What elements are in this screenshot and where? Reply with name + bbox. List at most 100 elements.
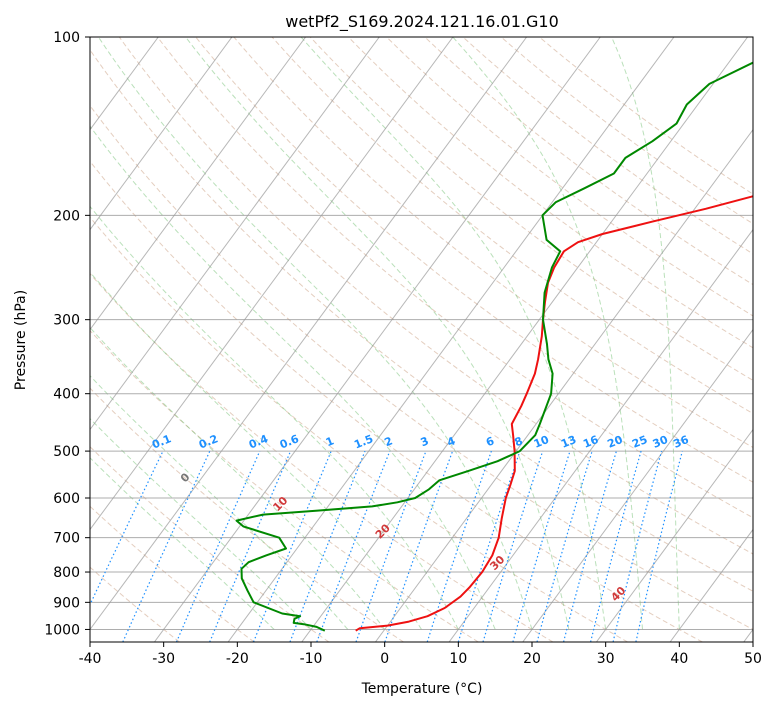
y-axis-label: Pressure (hPa) — [13, 290, 29, 390]
dry-adiabat-line — [90, 104, 753, 631]
x-tick-label: -20 — [226, 651, 249, 667]
dry-adiabat-line — [195, 37, 753, 483]
mixing-ratio-line — [482, 450, 544, 642]
isotherm-line — [522, 328, 753, 642]
dry-adiabat-line — [309, 37, 753, 381]
isotherm-line — [596, 428, 753, 642]
mixing-ratio-label: 0.2 — [197, 432, 220, 451]
dry-adiabat-line — [90, 272, 554, 642]
mixing-ratio-label: 0.1 — [150, 432, 173, 451]
dry-adiabat-line — [424, 37, 753, 286]
moist-adiabat-line — [90, 326, 386, 630]
dry-adiabat-line — [157, 37, 753, 519]
moist-adiabat-line — [611, 37, 680, 630]
mixing-ratio-line — [457, 450, 521, 642]
mixing-ratio-label: 30 — [651, 433, 670, 451]
x-tick-label: -10 — [300, 651, 323, 667]
profile-line — [235, 61, 753, 632]
y-tick-label: 500 — [53, 444, 80, 460]
dry-adiabat-line — [271, 37, 753, 415]
mixing-ratio-label: 1 — [324, 434, 336, 449]
mixing-ratio-label: 36 — [671, 433, 690, 451]
line-labels: 0.10.20.40.611.52346810131620253036-100-… — [0, 392, 691, 605]
y-tick-label: 400 — [53, 387, 80, 403]
x-tick-label: 40 — [670, 651, 688, 667]
mixing-ratio-line — [635, 450, 683, 642]
mixing-ratio-line — [426, 450, 492, 642]
moist-adiabat-line — [90, 271, 422, 630]
isotherm-line — [90, 37, 307, 331]
y-tick-label: 700 — [53, 531, 80, 547]
mixing-ratio-label: 4 — [445, 434, 457, 449]
profiles — [235, 61, 753, 632]
mixing-ratio-label: 10 — [532, 433, 551, 451]
dry-adiabat-line — [90, 505, 255, 642]
x-tick-label: 10 — [449, 651, 467, 667]
dry-adiabat-line — [90, 216, 628, 642]
mixing-ratio-line — [209, 450, 292, 642]
mixing-ratio-line — [612, 450, 663, 642]
mixing-ratio-label: 25 — [630, 433, 649, 451]
y-tick-label: 600 — [53, 491, 80, 507]
adiabat-label: 10 — [270, 494, 290, 514]
moist-adiabat-line — [90, 417, 312, 630]
mixing-ratio-label: 2 — [382, 434, 394, 449]
background-lines — [0, 37, 753, 642]
moist-adiabat-line — [300, 37, 607, 630]
y-axis: 100 200 300 400 500 600 700 800 900 1000 — [44, 30, 90, 638]
mixing-ratio-label: 1.5 — [352, 432, 375, 451]
dry-adiabat-line — [538, 37, 753, 195]
mixing-ratio-line — [90, 450, 164, 606]
adiabat-label: -20 — [0, 392, 2, 415]
isotherm-line — [448, 228, 753, 642]
dry-adiabat-line — [386, 37, 753, 317]
y-tick-label: 800 — [53, 565, 80, 581]
dry-adiabat-line — [233, 37, 753, 449]
mixing-ratio-label: 0.6 — [278, 432, 301, 451]
mixing-ratio-label: 6 — [484, 434, 496, 449]
x-tick-label: -40 — [79, 651, 102, 667]
y-tick-label: 100 — [53, 30, 80, 46]
adiabat-label: 30 — [487, 553, 507, 573]
y-tick-label: 1000 — [44, 622, 80, 638]
x-tick-label: 30 — [597, 651, 615, 667]
mixing-ratio-label: 13 — [559, 433, 578, 451]
x-tick-label: -30 — [152, 651, 175, 667]
chart-title: wetPf2_S169.2024.121.16.01.G10 — [285, 12, 559, 32]
mixing-ratio-line — [316, 450, 391, 642]
isotherm-line — [90, 37, 233, 231]
isotherm-line — [669, 528, 753, 642]
isotherm-line — [154, 37, 601, 642]
dry-adiabat-line — [462, 37, 753, 255]
x-axis-label: Temperature (°C) — [361, 681, 483, 697]
moist-adiabat-line — [90, 374, 349, 630]
isotherm-line — [0, 37, 11, 642]
mixing-ratio-label: 8 — [513, 434, 525, 449]
moist-adiabat-line — [97, 37, 533, 630]
mixing-ratio-label: 16 — [581, 433, 600, 451]
mixing-ratio-line — [355, 450, 427, 642]
mixing-ratio-line — [563, 450, 617, 642]
dry-adiabat-line — [348, 37, 753, 349]
isotherm-line — [227, 37, 675, 642]
y-tick-label: 900 — [53, 595, 80, 611]
mixing-ratio-label: 3 — [419, 434, 431, 449]
mixing-ratio-line — [384, 450, 454, 642]
moist-adiabat-line — [90, 457, 275, 630]
mixing-ratio-label: 20 — [606, 433, 625, 451]
mixing-ratio-line — [536, 450, 593, 642]
x-tick-label: 0 — [380, 651, 389, 667]
dry-adiabat-line — [118, 37, 753, 555]
adiabat-label: 20 — [373, 521, 393, 541]
moist-adiabat-line — [185, 37, 570, 630]
moist-adiabat-line — [90, 125, 496, 630]
isotherm-line — [375, 128, 753, 642]
y-tick-label: 300 — [53, 313, 80, 329]
isotherm-line — [90, 37, 528, 631]
x-tick-label: 20 — [523, 651, 541, 667]
mixing-ratio-line — [512, 450, 571, 642]
isotherm-line — [301, 37, 749, 642]
x-axis: -40 -30 -20 -10 0 10 20 30 40 50 — [79, 642, 762, 667]
x-tick-label: 50 — [744, 651, 762, 667]
mixing-ratio-line — [590, 450, 642, 642]
